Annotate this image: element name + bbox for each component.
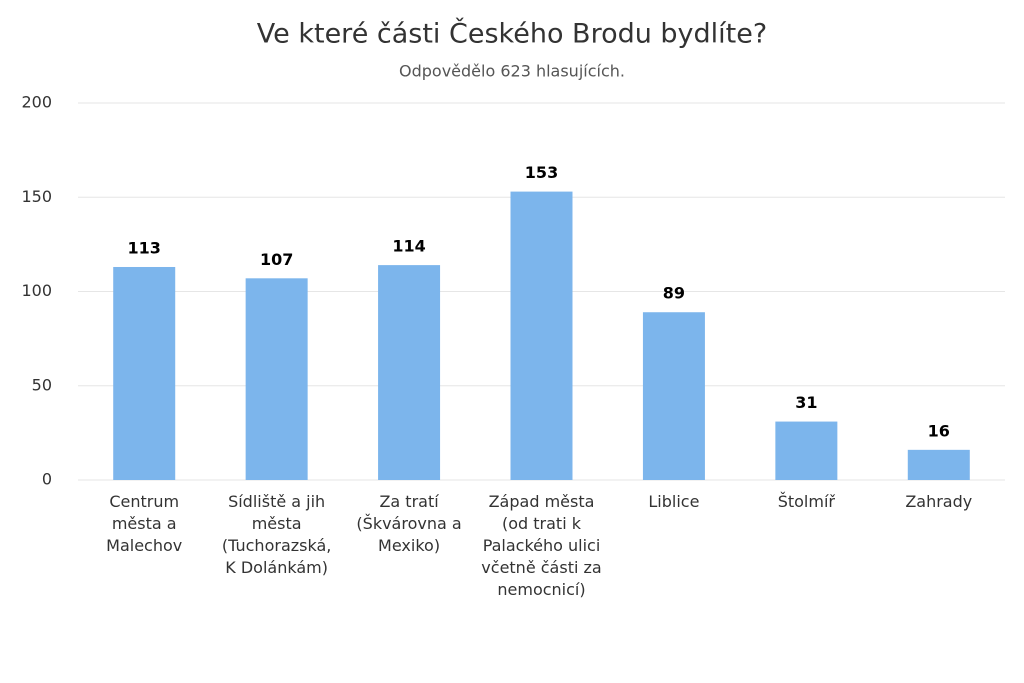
bar xyxy=(113,266,176,480)
value-label: 89 xyxy=(663,284,685,303)
y-tick-label: 150 xyxy=(21,187,52,206)
value-label: 107 xyxy=(260,250,293,269)
x-tick-label: Centrum města a Malechov xyxy=(106,492,183,555)
x-tick-label: Zahrady xyxy=(905,492,973,511)
value-label: 114 xyxy=(392,237,425,256)
chart-subtitle: Odpovědělo 623 hlasujících. xyxy=(399,62,625,81)
bar xyxy=(775,421,838,480)
y-tick-label: 100 xyxy=(21,281,52,300)
y-tick-label: 0 xyxy=(42,470,52,489)
bar xyxy=(510,191,573,480)
x-tick-label: Sídliště a jih města (Tuchorazská, K Dol… xyxy=(221,492,332,577)
value-label: 16 xyxy=(928,421,950,440)
bar xyxy=(378,265,441,480)
x-tick-label: Západ města (od trati k Palackého ulici … xyxy=(481,492,602,599)
value-label: 113 xyxy=(128,238,161,257)
y-tick-label: 200 xyxy=(21,93,52,112)
bar xyxy=(245,278,308,480)
x-tick-label: Za tratí (Škvárovna a Mexiko) xyxy=(356,492,462,555)
chart-title: Ve které části Českého Brodu bydlíte? xyxy=(257,18,767,50)
value-label: 31 xyxy=(795,393,817,412)
x-tick-label: Liblice xyxy=(648,492,700,511)
y-tick-label: 50 xyxy=(32,375,52,394)
x-tick-label: Štolmíř xyxy=(777,492,835,511)
bar xyxy=(642,312,705,480)
value-label: 153 xyxy=(525,163,558,182)
bar xyxy=(907,449,970,480)
